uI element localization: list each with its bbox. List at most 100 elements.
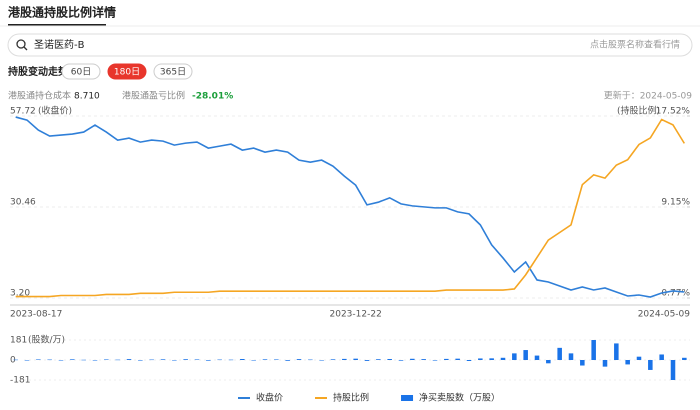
bar bbox=[625, 360, 630, 365]
cost-label: 港股通持仓成本 bbox=[8, 90, 71, 102]
x-tick-label: 2024-05-09 bbox=[638, 310, 691, 320]
y2-tick-label: 9.15% bbox=[661, 197, 690, 207]
pnl-value: -28.01% bbox=[192, 92, 233, 102]
bar bbox=[70, 359, 75, 360]
range-buttons: 60日 180日 365日 bbox=[61, 63, 193, 80]
title-underline bbox=[8, 24, 106, 26]
bar bbox=[251, 360, 256, 361]
bar bbox=[523, 350, 528, 360]
cost-value: 8.710 bbox=[74, 92, 100, 102]
button-frame bbox=[153, 63, 193, 80]
bar bbox=[659, 354, 664, 360]
y-axis-label: (收盘价) bbox=[38, 105, 72, 117]
bar bbox=[24, 360, 30, 361]
y2-axis-label: (持股比例) bbox=[617, 105, 660, 117]
range-button[interactable]: 180日 bbox=[107, 63, 147, 80]
search-icon-handle bbox=[23, 46, 28, 51]
bar bbox=[489, 358, 494, 360]
bar bbox=[262, 359, 268, 360]
series-line bbox=[15, 116, 685, 298]
legend-label: 持股比例 bbox=[333, 392, 369, 404]
bar bbox=[104, 359, 109, 360]
legend-item: 净买卖股数（万股） bbox=[401, 392, 500, 404]
bar bbox=[36, 359, 41, 360]
y2-tick-label: 0.77% bbox=[661, 289, 690, 299]
button-frame bbox=[107, 63, 147, 80]
legend-label: 收盘价 bbox=[256, 392, 283, 404]
bar bbox=[217, 359, 222, 361]
bar bbox=[546, 360, 551, 364]
bar bbox=[432, 360, 438, 361]
button-label: 180日 bbox=[114, 67, 140, 78]
legend-item: 收盘价 bbox=[238, 392, 283, 404]
bar bbox=[410, 358, 415, 360]
button-label: 365日 bbox=[160, 67, 186, 78]
bar bbox=[648, 360, 653, 370]
bar bbox=[296, 359, 302, 360]
bar bbox=[183, 359, 188, 360]
bar bbox=[387, 359, 392, 360]
y-tick-label: -181 bbox=[10, 376, 30, 386]
series-line bbox=[15, 118, 686, 298]
bar bbox=[149, 359, 154, 361]
search-box[interactable]: 圣诺医药-B 点击股票名称查看行情 bbox=[7, 33, 693, 57]
bar bbox=[636, 356, 642, 360]
search-value: 圣诺医药-B bbox=[34, 39, 85, 51]
bar bbox=[319, 360, 324, 361]
bar bbox=[364, 360, 370, 361]
y-tick-label: 30.46 bbox=[10, 198, 36, 208]
legend-label: 净买卖股数（万股） bbox=[419, 392, 500, 404]
bar bbox=[330, 359, 336, 360]
bar bbox=[285, 360, 290, 361]
bar bbox=[466, 360, 472, 361]
bar bbox=[444, 358, 449, 360]
bar bbox=[81, 359, 86, 361]
bar bbox=[376, 359, 381, 360]
bar bbox=[194, 359, 200, 360]
bar bbox=[580, 360, 585, 366]
bar bbox=[353, 358, 358, 360]
bar bbox=[206, 360, 211, 361]
bar bbox=[421, 359, 426, 360]
bar bbox=[557, 347, 562, 360]
bar bbox=[534, 355, 540, 360]
y-tick-label: 3.20 bbox=[10, 289, 30, 299]
bar bbox=[58, 360, 64, 361]
bar bbox=[455, 358, 460, 360]
bar bbox=[172, 360, 177, 361]
page-title: 港股通持股比例详情 bbox=[8, 5, 116, 20]
bar bbox=[274, 359, 279, 360]
bar bbox=[308, 359, 313, 361]
legend-item: 持股比例 bbox=[315, 392, 369, 404]
range-button[interactable]: 365日 bbox=[153, 63, 193, 80]
bar bbox=[47, 359, 52, 361]
bar bbox=[13, 359, 18, 361]
button-frame bbox=[61, 63, 101, 80]
search-icon bbox=[16, 39, 26, 49]
bar bbox=[92, 360, 98, 361]
bar bbox=[568, 353, 574, 360]
bar bbox=[160, 359, 166, 360]
bar bbox=[682, 357, 687, 360]
range-button[interactable]: 60日 bbox=[61, 63, 101, 80]
bar bbox=[342, 358, 347, 360]
y-tick-label: 0 bbox=[10, 356, 16, 366]
search-hint: 点击股票名称查看行情 bbox=[590, 39, 680, 51]
search-frame bbox=[7, 33, 693, 57]
bar bbox=[398, 360, 404, 361]
x-tick-label: 2023-12-22 bbox=[330, 310, 382, 320]
bar bbox=[240, 359, 245, 360]
bar bbox=[138, 360, 143, 361]
updated: 更新于：2024-05-09 bbox=[604, 90, 693, 102]
bar bbox=[591, 340, 596, 360]
bar bbox=[126, 359, 132, 360]
y-tick-label: 57.72 bbox=[10, 107, 36, 117]
bar bbox=[115, 359, 120, 361]
x-tick-label: 2023-08-17 bbox=[10, 310, 62, 320]
bar bbox=[602, 360, 608, 367]
legend-swatch bbox=[401, 395, 414, 401]
y2-tick-label: 17.52% bbox=[656, 107, 691, 117]
button-label: 60日 bbox=[71, 67, 91, 78]
section-title: 持股变动走势 bbox=[8, 65, 68, 78]
